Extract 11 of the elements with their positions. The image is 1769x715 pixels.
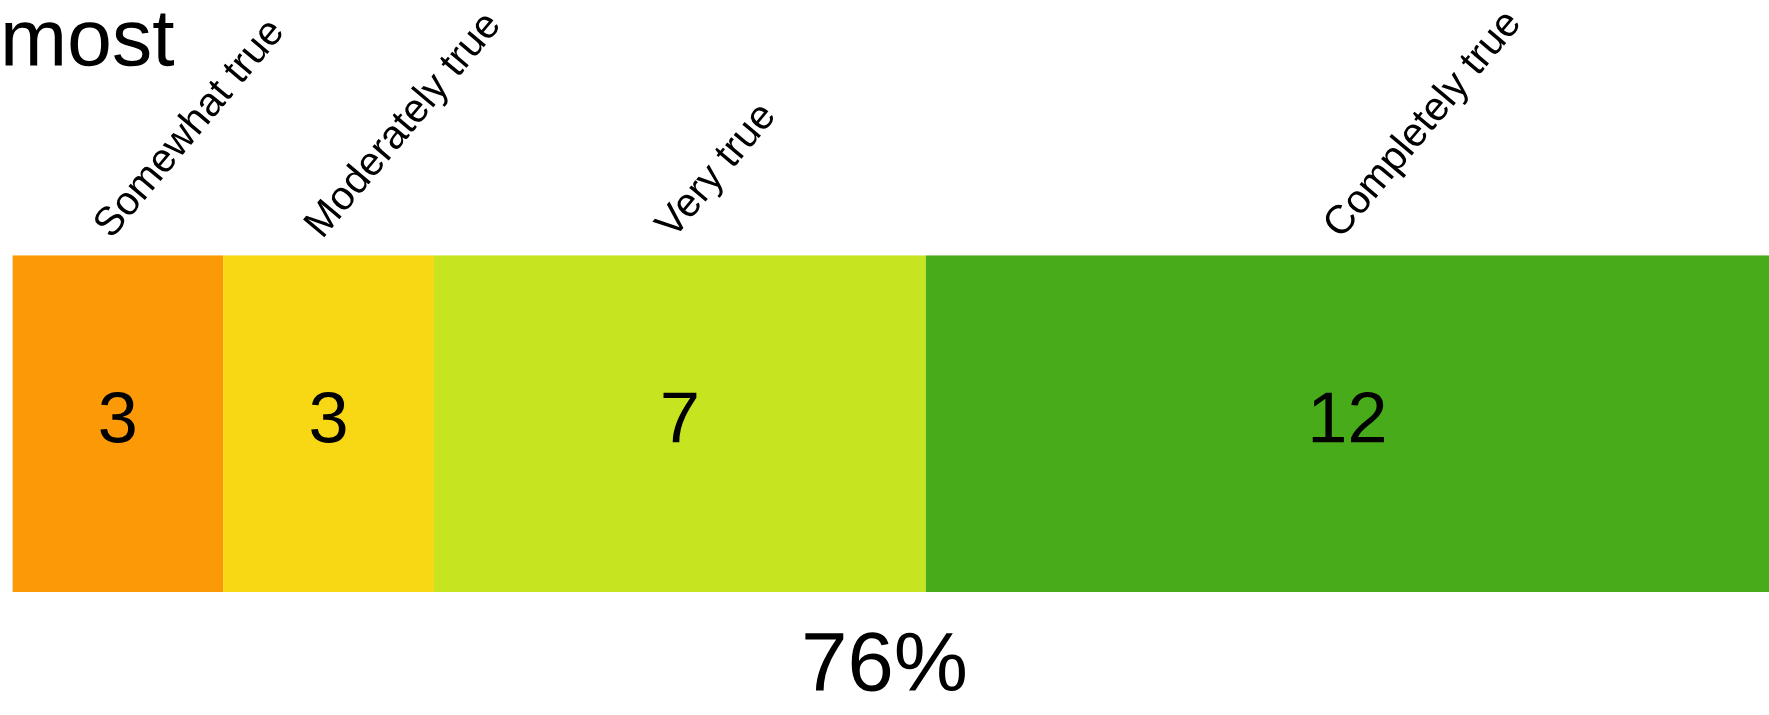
text: Very true xyxy=(652,99,783,246)
bar xyxy=(925,255,1769,593)
data-label: 7 xyxy=(663,392,697,443)
bar xyxy=(433,255,926,593)
chart-title: most xyxy=(5,13,174,67)
text: 76% xyxy=(805,632,965,692)
data-label: 12 xyxy=(1312,391,1384,443)
data-label: 3 xyxy=(311,391,346,444)
data-label: 3 xyxy=(100,391,135,444)
bar xyxy=(223,255,434,593)
bar xyxy=(12,255,224,593)
